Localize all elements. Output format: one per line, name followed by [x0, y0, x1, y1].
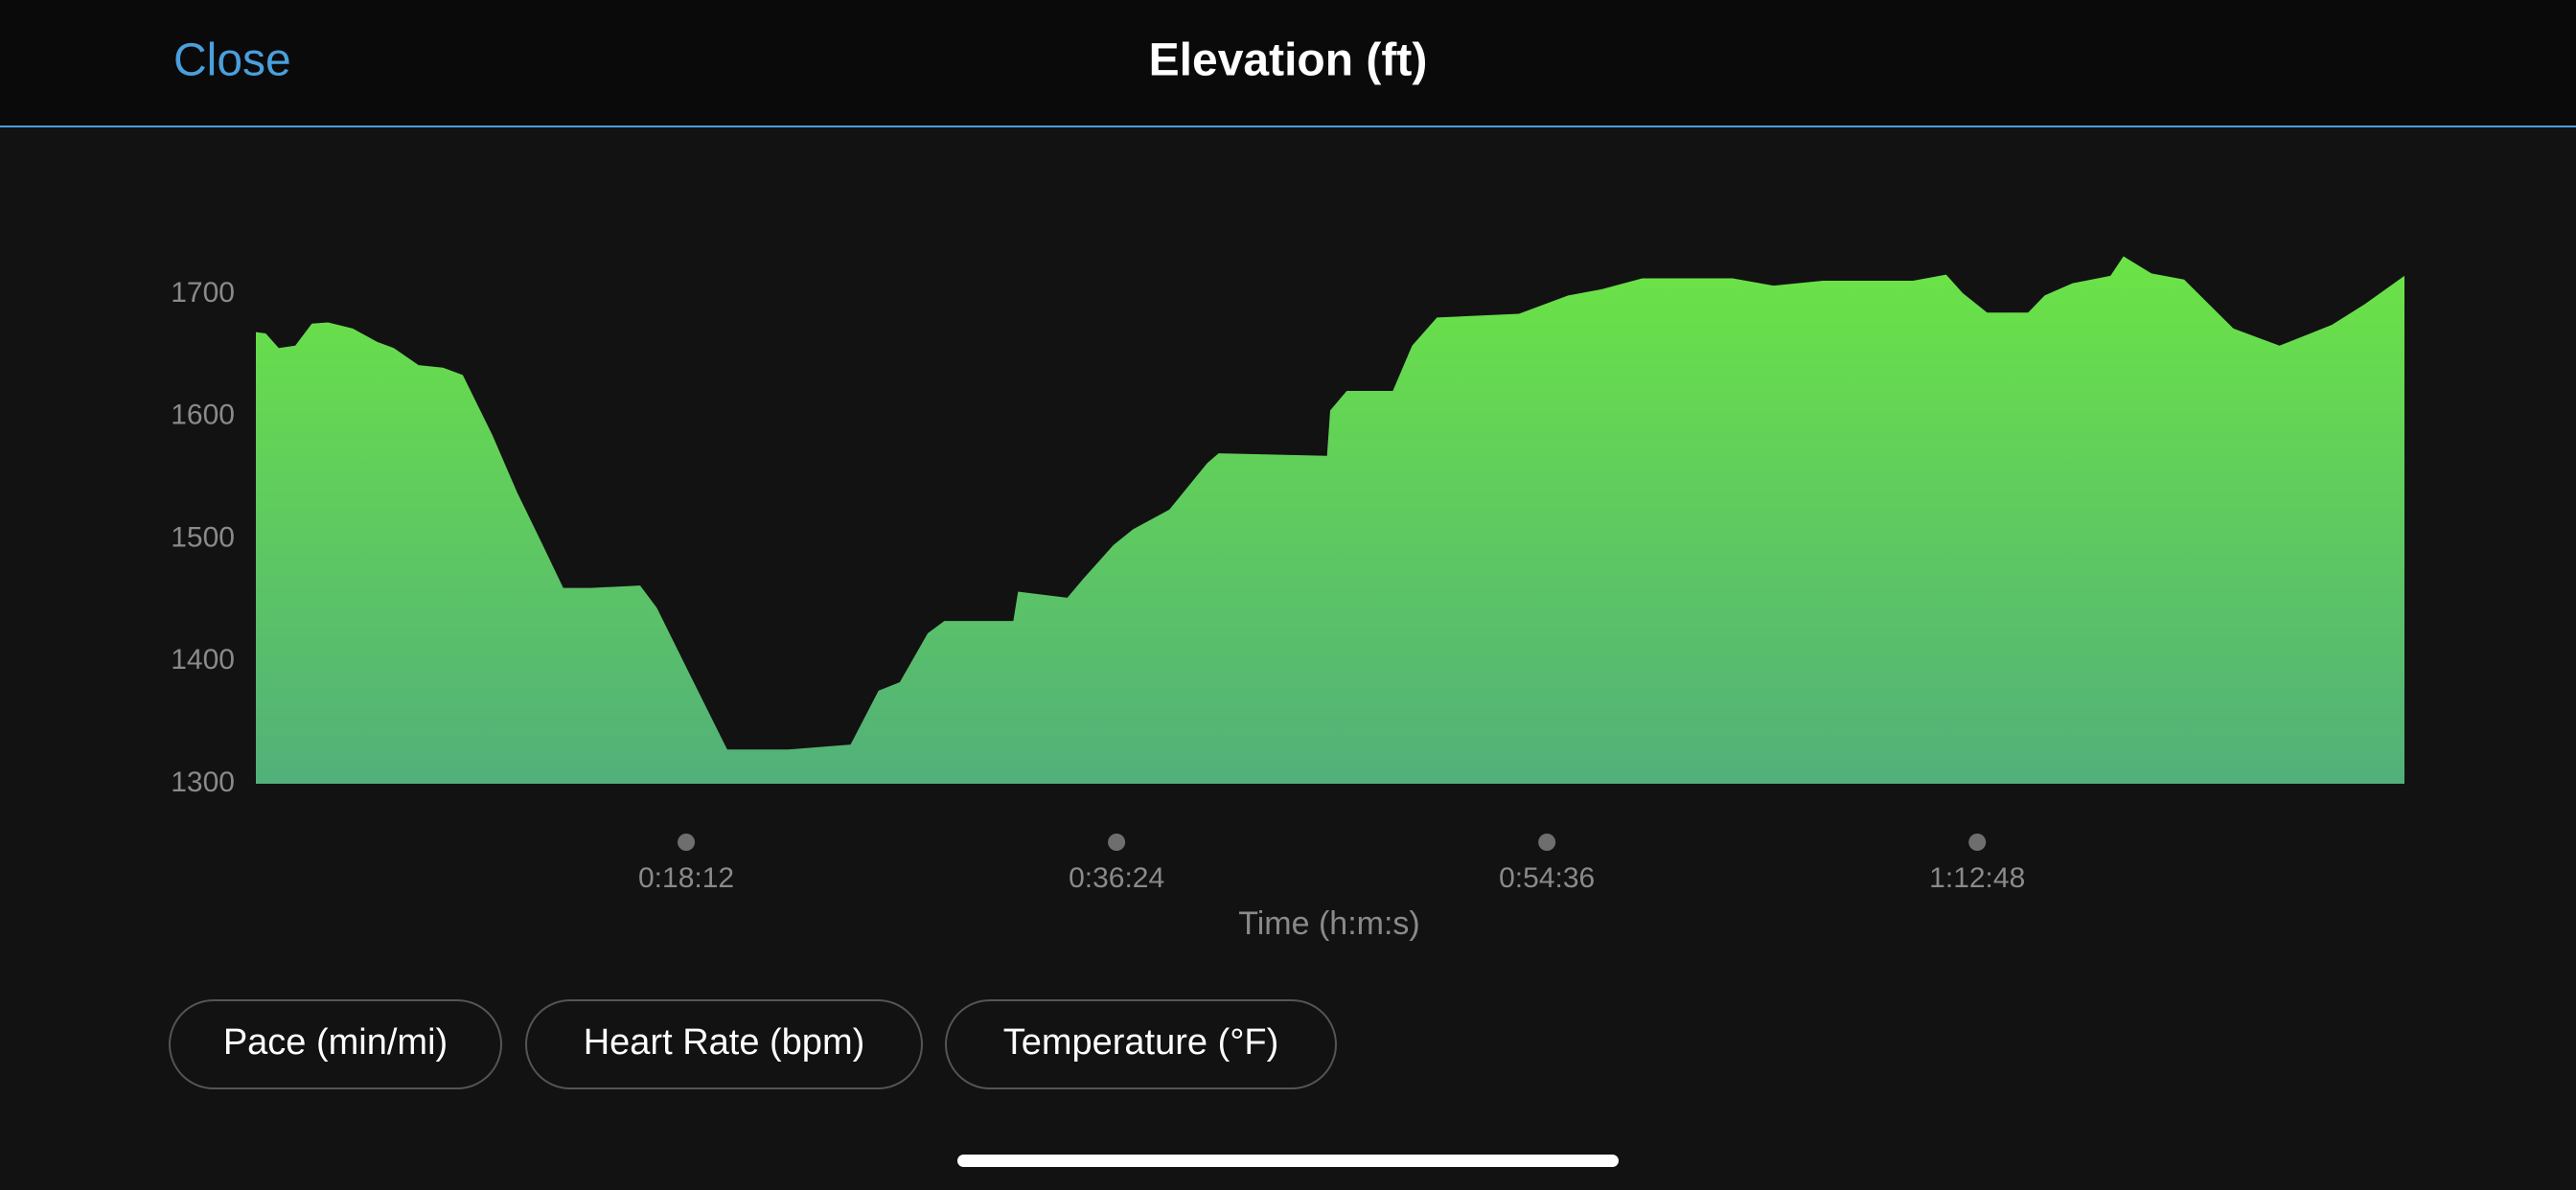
metric-button-label[interactable]: Temperature (°F): [1003, 1022, 1279, 1063]
chart-title: Elevation (ft): [1149, 35, 1428, 86]
y-tick-label: 1500: [171, 521, 235, 553]
metric-button-label[interactable]: Pace (min/mi): [223, 1022, 448, 1063]
metric-button[interactable]: [525, 999, 923, 1089]
y-tick-label: 1600: [171, 400, 235, 431]
metric-button-label[interactable]: Heart Rate (bpm): [584, 1022, 865, 1063]
x-tick-dot: [1968, 834, 1987, 851]
elevation-area: [256, 256, 2404, 784]
header-bar: [0, 0, 2576, 126]
x-tick-label: 0:54:36: [1499, 862, 1595, 894]
x-tick-dot: [1108, 834, 1126, 851]
x-axis-label: Time (h:m:s): [1238, 905, 1420, 942]
home-indicator: [957, 1155, 1619, 1167]
x-tick-dot: [1538, 834, 1556, 851]
x-tick-label: 1:12:48: [1929, 862, 2025, 894]
x-tick-dot: [678, 834, 696, 851]
metric-button[interactable]: [945, 999, 1337, 1089]
y-tick-label: 1700: [171, 277, 235, 309]
metric-button[interactable]: [169, 999, 502, 1089]
y-tick-label: 1300: [171, 767, 235, 798]
x-tick-label: 0:18:12: [638, 862, 734, 894]
x-tick-label: 0:36:24: [1069, 862, 1164, 894]
y-tick-label: 1400: [171, 644, 235, 675]
close-button[interactable]: Close: [173, 35, 291, 86]
